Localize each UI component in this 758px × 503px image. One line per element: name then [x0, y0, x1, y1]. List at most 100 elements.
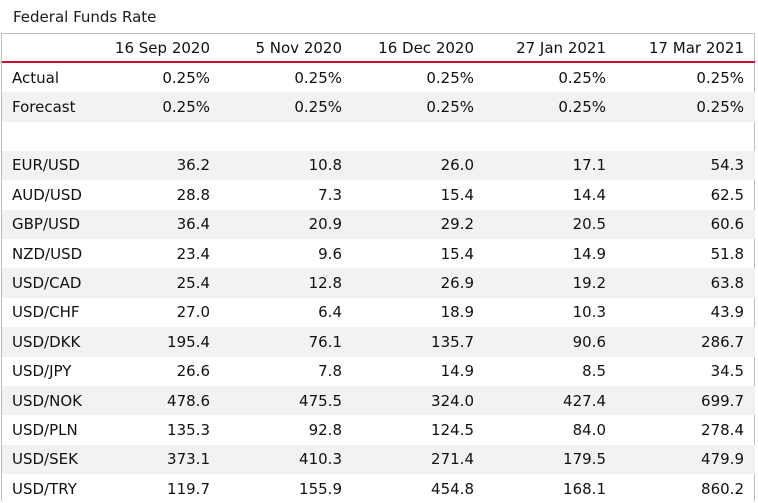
row-label: USD/NOK [2, 385, 97, 416]
currency-pair-row: USD/CAD 25.4 12.8 26.9 19.2 63.8 [2, 268, 755, 298]
column-header: 16 Sep 2020 [97, 34, 221, 63]
currency-pair-row: USD/NOK 478.6 475.5 324.0 427.4 699.7 [2, 385, 755, 416]
table-cell: 168.1 [563, 479, 606, 498]
table-cell: 410.3 [221, 444, 353, 475]
table-cell: 92.8 [308, 420, 342, 439]
table-cell: 60.6 [617, 209, 755, 239]
row-label: Actual [12, 68, 59, 87]
table-cell: 195.4 [97, 327, 221, 357]
table-cell: 135.7 [353, 327, 485, 357]
empty-cell [353, 122, 485, 151]
table-cell: 18.9 [440, 303, 474, 322]
row-label: Forecast [2, 92, 97, 122]
row-label: AUD/USD [12, 185, 82, 204]
table-cell: 63.8 [617, 268, 755, 298]
currency-pair-row: GBP/USD 36.4 20.9 29.2 20.5 60.6 [2, 209, 755, 239]
table-cell: 0.25% [485, 92, 617, 122]
table-cell: 0.25% [558, 68, 606, 87]
table-cell: 17.1 [485, 150, 617, 181]
table-cell: 0.25% [426, 68, 474, 87]
table-cell: 26.6 [176, 362, 210, 381]
table-cell: 27.0 [176, 303, 210, 322]
table-cell: 10.8 [221, 150, 353, 181]
table-cell: 54.3 [617, 150, 755, 181]
table-cell: 0.25% [221, 92, 353, 122]
table-cell: 26.9 [353, 268, 485, 298]
table-cell: 479.9 [617, 444, 755, 475]
row-label: EUR/USD [2, 150, 97, 181]
table-cell: 124.5 [431, 420, 474, 439]
table-cell: 90.6 [485, 327, 617, 357]
table-cell: 36.4 [97, 209, 221, 239]
table-cell: 478.6 [97, 385, 221, 416]
table-cell: 26.0 [353, 150, 485, 181]
table-cell: 23.4 [176, 244, 210, 263]
table-cell: 0.25% [294, 68, 342, 87]
table-cell: 0.25% [353, 92, 485, 122]
currency-pair-row: NZD/USD 23.4 9.6 15.4 14.9 51.8 [2, 239, 755, 268]
column-header: 17 Mar 2021 [617, 34, 755, 63]
table-cell: 43.9 [710, 303, 744, 322]
table-cell: 84.0 [572, 420, 606, 439]
table-cell: 0.25% [696, 68, 744, 87]
table-cell: 179.5 [485, 444, 617, 475]
federal-funds-rate-table: 16 Sep 2020 5 Nov 2020 16 Dec 2020 27 Ja… [2, 34, 755, 503]
table-cell: 373.1 [97, 444, 221, 475]
currency-pair-row: USD/CHF 27.0 6.4 18.9 10.3 43.9 [2, 298, 755, 327]
table-cell: 14.9 [572, 244, 606, 263]
header-row: 16 Sep 2020 5 Nov 2020 16 Dec 2020 27 Ja… [2, 34, 755, 63]
currency-pair-row: USD/SEK 373.1 410.3 271.4 179.5 479.9 [2, 444, 755, 475]
table-cell: 427.4 [485, 385, 617, 416]
table-cell: 36.2 [97, 150, 221, 181]
empty-cell [221, 122, 353, 151]
table-cell: 19.2 [485, 268, 617, 298]
table-cell: 29.2 [353, 209, 485, 239]
table-cell: 15.4 [440, 185, 474, 204]
currency-pair-row: USD/JPY 26.6 7.8 14.9 8.5 34.5 [2, 357, 755, 386]
spacer-row [2, 122, 755, 151]
row-label: USD/CHF [12, 303, 80, 322]
row-label: USD/SEK [2, 444, 97, 475]
row-label: USD/DKK [2, 327, 97, 357]
table-cell: 286.7 [617, 327, 755, 357]
table-cell: 28.8 [176, 185, 210, 204]
table-cell: 271.4 [353, 444, 485, 475]
table-cell: 14.4 [572, 185, 606, 204]
row-label: USD/PLN [12, 420, 78, 439]
column-header [2, 34, 97, 63]
table-cell: 8.5 [582, 362, 606, 381]
table-cell: 51.8 [710, 244, 744, 263]
table-cell: 76.1 [221, 327, 353, 357]
table-frame [1, 33, 755, 501]
table-cell: 699.7 [617, 385, 755, 416]
column-header: 27 Jan 2021 [485, 34, 617, 63]
column-header: 5 Nov 2020 [221, 34, 353, 63]
empty-cell [2, 122, 97, 151]
table-cell: 15.4 [440, 244, 474, 263]
table-cell: 62.5 [710, 185, 744, 204]
empty-cell [617, 122, 755, 151]
table-cell: 0.25% [617, 92, 755, 122]
table-cell: 135.3 [167, 420, 210, 439]
table-cell: 324.0 [353, 385, 485, 416]
table-cell: 10.3 [572, 303, 606, 322]
table-cell: 7.3 [318, 185, 342, 204]
currency-pair-row: USD/PLN 135.3 92.8 124.5 84.0 278.4 [2, 415, 755, 444]
table-cell: 14.9 [440, 362, 474, 381]
row-label: USD/CAD [2, 268, 97, 298]
row-label: GBP/USD [2, 209, 97, 239]
column-header: 16 Dec 2020 [353, 34, 485, 63]
currency-pair-row: AUD/USD 28.8 7.3 15.4 14.4 62.5 [2, 180, 755, 209]
currency-pair-row: EUR/USD 36.2 10.8 26.0 17.1 54.3 [2, 150, 755, 181]
table-cell: 20.9 [221, 209, 353, 239]
table-cell: 25.4 [97, 268, 221, 298]
table-cell: 6.4 [318, 303, 342, 322]
table-cell: 0.25% [97, 92, 221, 122]
table-cell: 278.4 [701, 420, 744, 439]
table-title: Federal Funds Rate [13, 8, 157, 26]
currency-pair-row: USD/DKK 195.4 76.1 135.7 90.6 286.7 [2, 327, 755, 357]
currency-pair-row: USD/TRY 119.7 155.9 454.8 168.1 860.2 [2, 474, 755, 503]
table-cell: 454.8 [431, 479, 474, 498]
table-cell: 119.7 [167, 479, 210, 498]
table-cell: 475.5 [221, 385, 353, 416]
